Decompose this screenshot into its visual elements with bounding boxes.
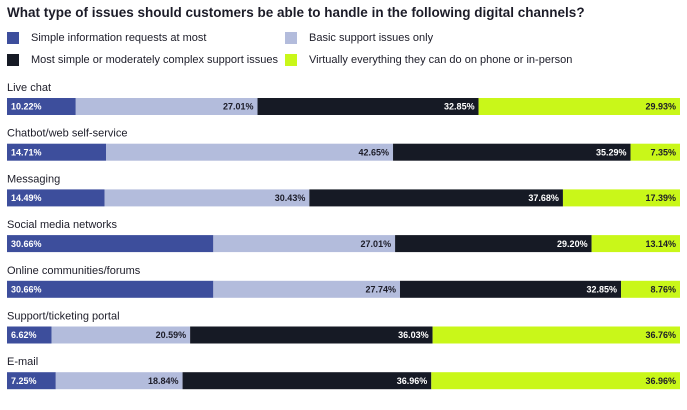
value-label-chatbot-web-self-service-series-4: 7.35% [650,147,676,157]
value-label-online-communities-forums-series-3: 32.85% [587,285,618,295]
value-label-live-chat-series-2: 27.01% [223,102,254,112]
category-label-social-media-networks: Social media networks [7,219,118,231]
bar-chatbot-web-self-service-series-1 [7,143,106,161]
category-label-e-mail: E-mail [7,356,38,368]
legend-swatch [285,32,297,44]
category-label-online-communities-forums: Online communities/forums [7,265,141,277]
legend-swatch [7,54,19,66]
bar-social-media-networks-series-4 [591,235,680,253]
bar-support-ticketing-portal-series-1 [7,326,52,344]
bar-chatbot-web-self-service-series-3 [393,143,631,161]
bar-messaging-series-4 [562,189,680,207]
chart-title: What type of issues should customers be … [7,5,585,20]
bar-chatbot-web-self-service-series-2 [106,143,394,161]
legend-label: Basic support issues only [309,32,434,44]
value-label-live-chat-series-3: 32.85% [444,102,475,112]
bar-e-mail-series-1 [7,372,56,390]
value-label-chatbot-web-self-service-series-1: 14.71% [11,147,42,157]
bar-online-communities-forums-series-1 [7,280,214,298]
bar-support-ticketing-portal-series-3 [190,326,433,344]
category-label-messaging: Messaging [7,173,60,185]
bar-support-ticketing-portal-series-2 [51,326,191,344]
value-label-support-ticketing-portal-series-4: 36.76% [645,330,676,340]
value-label-social-media-networks-series-3: 29.20% [557,239,588,249]
bar-support-ticketing-portal-series-4 [432,326,680,344]
legend-item-basic-support: Basic support issues only [285,31,433,45]
value-label-e-mail-series-3: 36.96% [397,376,428,386]
bar-messaging-series-1 [7,189,105,207]
value-label-online-communities-forums-series-4: 8.76% [650,285,676,295]
value-label-live-chat-series-1: 10.22% [11,102,42,112]
bar-social-media-networks-series-1 [7,235,214,253]
bar-chatbot-web-self-service-series-4 [630,143,680,161]
legend-item-simple-information: Simple information requests at most [7,31,206,45]
value-label-chatbot-web-self-service-series-3: 35.29% [596,147,627,157]
value-label-support-ticketing-portal-series-1: 6.62% [11,330,37,340]
value-label-messaging-series-1: 14.49% [11,193,42,203]
bar-messaging-series-3 [309,189,563,207]
legend-item-virtually-everything: Virtually everything they can do on phon… [285,53,572,67]
value-label-messaging-series-4: 17.39% [645,193,676,203]
bar-e-mail-series-4 [431,372,680,390]
bar-online-communities-forums-series-2 [213,280,400,298]
category-label-chatbot-web-self-service: Chatbot/web self-service [7,128,127,140]
value-label-online-communities-forums-series-1: 30.66% [11,285,42,295]
value-label-social-media-networks-series-4: 13.14% [645,239,676,249]
bar-online-communities-forums-series-3 [399,280,622,298]
value-label-messaging-series-2: 30.43% [275,193,306,203]
bar-e-mail-series-2 [55,372,183,390]
bar-live-chat-series-3 [257,98,479,115]
value-label-e-mail-series-1: 7.25% [11,376,37,386]
bar-live-chat-series-2 [75,98,258,115]
bar-social-media-networks-series-2 [213,235,396,253]
value-label-online-communities-forums-series-2: 27.74% [365,285,396,295]
legend-swatch [285,54,297,66]
legend-label: Simple information requests at most [31,32,207,44]
bar-e-mail-series-3 [182,372,432,390]
category-label-live-chat: Live chat [7,82,51,94]
legend-label: Virtually everything they can do on phon… [309,54,573,66]
value-label-messaging-series-3: 37.68% [528,193,559,203]
value-label-support-ticketing-portal-series-2: 20.59% [156,330,187,340]
value-label-chatbot-web-self-service-series-2: 42.65% [358,147,389,157]
bar-online-communities-forums-series-4 [621,280,680,298]
value-label-social-media-networks-series-2: 27.01% [361,239,392,249]
legend-item-moderately-complex: Most simple or moderately complex suppor… [7,53,278,67]
value-label-e-mail-series-4: 36.96% [645,376,676,386]
value-label-social-media-networks-series-1: 30.66% [11,239,42,249]
category-label-support-ticketing-portal: Support/ticketing portal [7,311,120,323]
value-label-live-chat-series-4: 29.93% [645,102,676,112]
legend-label: Most simple or moderately complex suppor… [31,54,278,66]
bar-live-chat-series-1 [7,98,76,115]
bar-live-chat-series-4 [478,98,680,115]
bar-social-media-networks-series-3 [395,235,592,253]
bar-messaging-series-2 [104,189,310,207]
legend-swatch [7,32,19,44]
value-label-e-mail-series-2: 18.84% [148,376,179,386]
value-label-support-ticketing-portal-series-3: 36.03% [398,330,429,340]
